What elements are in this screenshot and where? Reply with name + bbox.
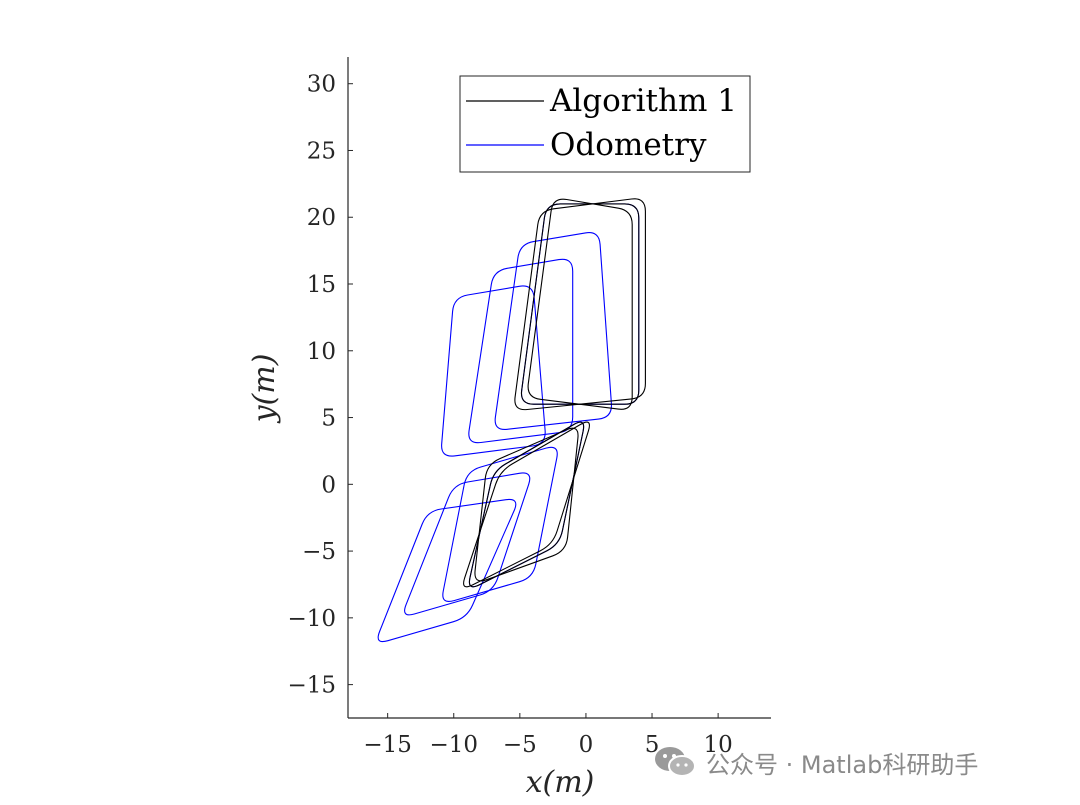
x-tick-label: −5: [503, 732, 537, 758]
axes: [347, 57, 771, 719]
y-ticks: −15 −10 −5 0 5 10 15 20 25 30: [287, 72, 353, 699]
trajectory-loop: [468, 421, 585, 588]
x-tick-label: −15: [363, 732, 412, 758]
trajectory-loop: [463, 421, 590, 588]
plot-area: [377, 198, 646, 643]
legend: Algorithm 1 Odometry: [459, 75, 751, 173]
y-tick-label: 0: [321, 472, 336, 498]
y-tick-label: −5: [302, 539, 336, 565]
trajectory-loop: [404, 472, 531, 616]
wechat-icon: [655, 747, 696, 777]
y-tick-label: 10: [307, 339, 336, 365]
watermark: 公众号 · Matlab科研助手: [652, 742, 978, 782]
trajectory-loop: [494, 232, 612, 431]
y-tick-label: −15: [287, 673, 336, 699]
x-tick-label: 10: [703, 732, 732, 758]
watermark-text: 公众号 · Matlab科研助手: [706, 750, 979, 779]
x-ticks: −15 −10 −5 0 5 10: [363, 713, 733, 758]
legend-box: [459, 75, 751, 173]
legend-label-odometry: Odometry: [550, 127, 707, 163]
trajectory-loop: [474, 427, 579, 582]
x-tick-label: 0: [579, 732, 594, 758]
trajectory-loop: [514, 198, 646, 411]
trajectory-loop: [442, 446, 558, 602]
x-tick-label: 5: [645, 732, 660, 758]
series-algorithm-1: [463, 198, 646, 588]
trajectory-loop: [377, 498, 517, 643]
x-axis-label: x(m): [526, 765, 595, 800]
series-odometry: [377, 203, 640, 643]
y-tick-label: 20: [307, 205, 336, 231]
x-tick-label: −10: [429, 732, 478, 758]
y-tick-label: 25: [307, 138, 336, 164]
y-tick-label: −10: [287, 606, 336, 632]
y-axis-label: y(m): [247, 354, 282, 425]
trajectory-loop: [468, 258, 574, 444]
y-tick-label: 15: [307, 272, 336, 298]
y-tick-label: 30: [307, 72, 336, 98]
legend-label-algorithm-1: Algorithm 1: [549, 83, 737, 119]
trajectory-loop: [527, 198, 633, 410]
y-tick-label: 5: [321, 406, 336, 432]
